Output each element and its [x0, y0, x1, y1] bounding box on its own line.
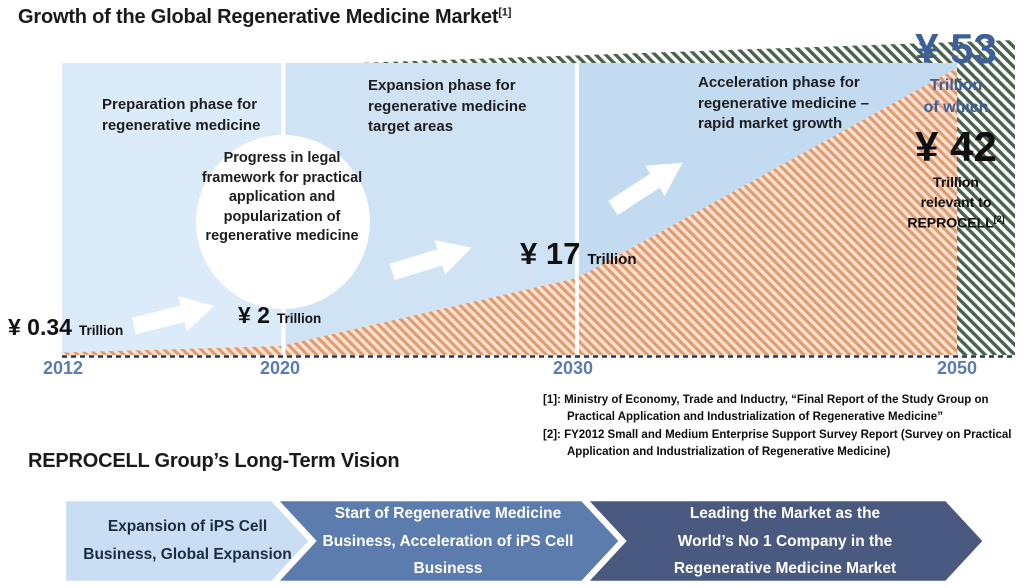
relevant-unit-line1: Trillion — [933, 174, 979, 191]
growth-arrow-icon-2 — [389, 240, 472, 281]
milestone-2030-value: ¥ 17 — [520, 236, 581, 271]
total-market-value: ¥ 53 — [915, 25, 997, 72]
phase-label-acceleration: Acceleration phase for regenerative medi… — [698, 74, 869, 133]
year-label-2012: 2012 — [42, 358, 84, 378]
relevant-unit-line2: relevant to — [920, 194, 992, 211]
milestone-2012-unit: Trillion — [78, 323, 124, 338]
market-growth-chart — [62, 40, 1015, 358]
growth-arrow-icon-1 — [131, 296, 215, 335]
growth-arrow-icon-3 — [608, 162, 683, 216]
milestone-2030: ¥ 17 Trillion — [520, 236, 637, 272]
vision-step-2: Start of Regenerative Medicine Business,… — [322, 505, 574, 578]
footnote-1: [1]: Ministry of Economy, Trade and Indu… — [543, 394, 989, 424]
vision-step-3: Leading the Market as the World’s No 1 C… — [673, 505, 897, 578]
milestone-2020-value: ¥ 2 — [238, 302, 270, 328]
footnotes: [1]: Ministry of Economy, Trade and Indu… — [543, 392, 1017, 461]
relevant-unit-line3: REPROCELL[2] — [907, 213, 1005, 231]
year-label-2020: 2020 — [259, 358, 301, 378]
phase-label-expansion: Expansion phase for regenerative medicin… — [368, 77, 527, 136]
vision-title: REPROCELL Group’s Long-Term Vision — [28, 450, 400, 472]
total-market-unit-line1: Trillion — [929, 77, 983, 94]
market-area-orange — [62, 68, 957, 355]
relevant-footnote-ref: [2] — [993, 213, 1005, 224]
vision-chevron-2 — [274, 498, 622, 584]
footnote-2: [2]: FY2012 Small and Medium Enterprise … — [543, 428, 1012, 458]
page-title-text: Growth of the Global Regenerative Medici… — [18, 6, 499, 28]
total-market-unit-line2: of which — [923, 98, 989, 116]
milestone-2020: ¥ 2 Trillion — [238, 302, 321, 329]
divider-2030 — [575, 63, 579, 355]
vision-chevron-3 — [584, 498, 986, 584]
relevant-market-unit: Trillion relevant to REPROCELL[2] — [890, 173, 1022, 233]
milestone-2030-unit: Trillion — [587, 251, 637, 268]
milestone-2020-unit: Trillion — [276, 311, 322, 326]
year-label-2030: 2030 — [552, 358, 594, 378]
phase-label-preparation: Preparation phase for regenerative medic… — [102, 96, 261, 134]
legal-framework-note: Progress in legal framework for practica… — [201, 150, 363, 245]
year-label-2050: 2050 — [936, 358, 978, 378]
milestone-2012: ¥ 0.34 Trillion — [8, 314, 123, 341]
totals-2050: ¥ 53 Trillion of which ¥ 42 Trillion rel… — [890, 28, 1022, 233]
vision-chevron-1 — [63, 498, 312, 584]
total-market-unit: Trillion of which — [890, 75, 1022, 118]
vision-step-1: Expansion of iPS Cell Business, Global E… — [83, 518, 292, 563]
legal-framework-circle — [196, 135, 370, 309]
page-title: Growth of the Global Regenerative Medici… — [18, 6, 511, 29]
vision-roadmap — [63, 498, 986, 584]
relevant-market-value: ¥ 42 — [915, 123, 997, 171]
title-footnote-ref: [1] — [498, 6, 512, 19]
milestone-2012-value: ¥ 0.34 — [8, 314, 72, 340]
